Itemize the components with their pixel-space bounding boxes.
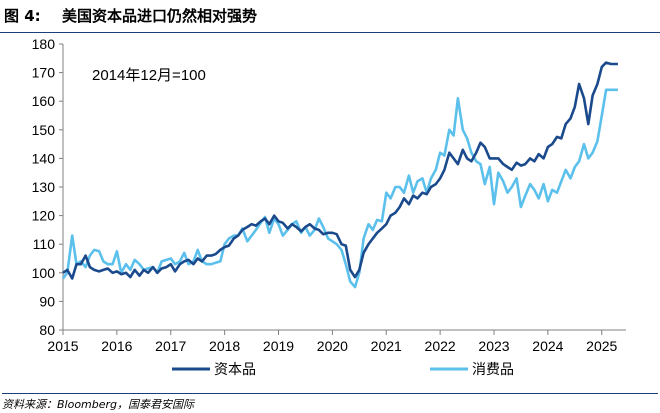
chart-axes: 80 90 100 110 120 130 140 150 160 170 180 2015 2016 2… bbox=[32, 36, 626, 354]
y-tick-label: 170 bbox=[32, 65, 56, 81]
series-layer bbox=[61, 61, 618, 289]
y-tick-label: 140 bbox=[32, 150, 56, 166]
y-tick-label: 100 bbox=[32, 265, 56, 281]
x-tick-label: 2022 bbox=[425, 338, 456, 354]
legend-label: 消费品 bbox=[472, 361, 514, 377]
y-tick-label: 150 bbox=[32, 122, 56, 138]
y-tick-label: 180 bbox=[32, 36, 56, 52]
y-tick-label: 90 bbox=[39, 293, 55, 309]
x-tick-label: 2020 bbox=[317, 338, 348, 354]
chart-annotation: 2014年12月=100 bbox=[92, 67, 206, 84]
figure-number: 图 4: bbox=[4, 7, 41, 25]
x-tick-label: 2019 bbox=[263, 338, 294, 354]
x-tick-label: 2021 bbox=[371, 338, 402, 354]
figure-title: 美国资本品进口仍然相对强势 bbox=[62, 7, 258, 25]
y-tick-label: 120 bbox=[32, 208, 56, 224]
chart-legend: 资本品 消费品 bbox=[172, 361, 514, 377]
figure-title-bar: 图 4: 美国资本品进口仍然相对强势 bbox=[0, 0, 660, 33]
x-tick-label: 2023 bbox=[478, 338, 509, 354]
y-tick-label: 130 bbox=[32, 179, 56, 195]
x-tick-label: 2024 bbox=[532, 338, 563, 354]
x-tick-label: 2018 bbox=[209, 338, 240, 354]
legend-label: 资本品 bbox=[214, 361, 256, 377]
y-tick-label: 160 bbox=[32, 93, 56, 109]
series-line-capital-goods bbox=[62, 61, 618, 280]
x-tick-label: 2025 bbox=[586, 338, 617, 354]
series-line-consumer-goods bbox=[61, 88, 618, 289]
x-tick-label: 2017 bbox=[155, 338, 186, 354]
x-tick-label: 2015 bbox=[47, 338, 78, 354]
y-tick-label: 80 bbox=[39, 322, 55, 338]
x-tick-label: 2016 bbox=[101, 338, 132, 354]
source-note: 资料来源：Bloomberg，国泰君安国际 bbox=[2, 393, 658, 413]
y-tick-label: 110 bbox=[33, 236, 56, 252]
line-chart: 80 90 100 110 120 130 140 150 160 170 180 2015 2016 2… bbox=[32, 36, 626, 377]
